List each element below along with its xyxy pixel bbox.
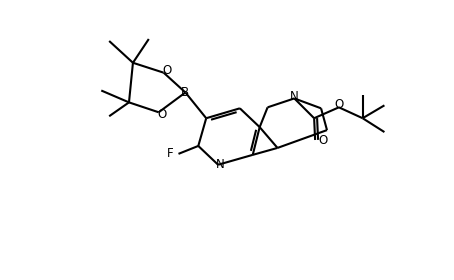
Text: N: N <box>216 158 224 171</box>
Text: O: O <box>162 64 171 77</box>
Text: O: O <box>157 108 166 121</box>
Text: O: O <box>334 98 344 111</box>
Text: F: F <box>167 147 174 160</box>
Text: O: O <box>318 134 328 146</box>
Text: B: B <box>181 86 189 99</box>
Text: N: N <box>290 90 299 103</box>
